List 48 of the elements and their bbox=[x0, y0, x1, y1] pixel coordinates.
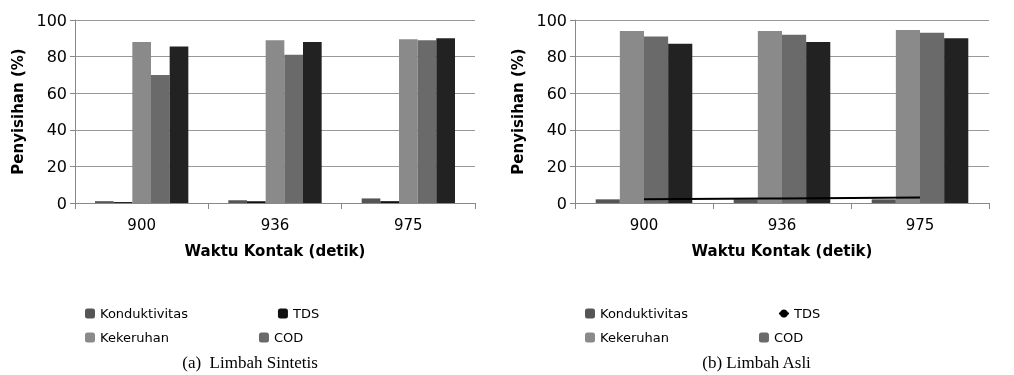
legend-label: COD bbox=[773, 330, 804, 345]
x-tick-label: 900 bbox=[127, 215, 156, 234]
legend-label: Konduktivitas bbox=[600, 306, 689, 321]
bar bbox=[169, 46, 189, 203]
bar bbox=[782, 34, 807, 203]
bar bbox=[228, 200, 247, 203]
legend-label: TDS bbox=[792, 306, 821, 321]
bar bbox=[806, 41, 831, 203]
y-tick-label: 20 bbox=[546, 156, 567, 176]
bar bbox=[361, 198, 381, 203]
bar bbox=[303, 41, 322, 203]
x-tick-label: 975 bbox=[905, 215, 935, 234]
y-tick-label: 0 bbox=[556, 193, 567, 213]
legend-label: Kekeruhan bbox=[600, 330, 669, 345]
y-tick-label: 40 bbox=[46, 120, 67, 140]
y-tick-label: 100 bbox=[536, 10, 567, 30]
bar bbox=[644, 36, 669, 203]
bar bbox=[417, 40, 437, 203]
bar bbox=[284, 54, 303, 203]
x-axis-title: Waktu Kontak (detik) bbox=[691, 241, 873, 260]
x-axis-title: Waktu Kontak (detik) bbox=[184, 241, 366, 260]
y-tick-label: 60 bbox=[546, 83, 567, 103]
y-axis-title: Penyisihan (%) bbox=[509, 48, 528, 175]
x-tick-label: 975 bbox=[394, 215, 423, 234]
x-tick-label: 936 bbox=[767, 215, 797, 234]
y-tick-label: 80 bbox=[546, 47, 567, 67]
y-tick-label: 60 bbox=[46, 83, 67, 103]
bar bbox=[436, 38, 455, 203]
legend-label: COD bbox=[273, 330, 304, 345]
bar bbox=[920, 32, 945, 203]
legend-label: Kekeruhan bbox=[100, 330, 169, 345]
legend-label: TDS bbox=[291, 306, 320, 321]
y-axis-title: Penyisihan (%) bbox=[9, 48, 28, 175]
x-tick-label: 900 bbox=[629, 215, 659, 234]
bar bbox=[668, 43, 693, 203]
bar bbox=[944, 38, 969, 203]
legend-label: Konduktivitas bbox=[100, 306, 189, 321]
y-tick-label: 40 bbox=[546, 120, 567, 140]
text: (b) Limbah Asli bbox=[702, 353, 812, 372]
y-tick-label: 100 bbox=[36, 10, 67, 30]
x-tick-label: 936 bbox=[260, 215, 290, 234]
y-tick-label: 80 bbox=[46, 47, 67, 67]
bar bbox=[151, 74, 170, 203]
y-tick-label: 0 bbox=[56, 193, 67, 213]
bar bbox=[595, 199, 620, 203]
y-tick-label: 20 bbox=[46, 156, 67, 176]
bar bbox=[871, 199, 896, 203]
text: (a) Limbah Sintetis bbox=[182, 353, 318, 372]
